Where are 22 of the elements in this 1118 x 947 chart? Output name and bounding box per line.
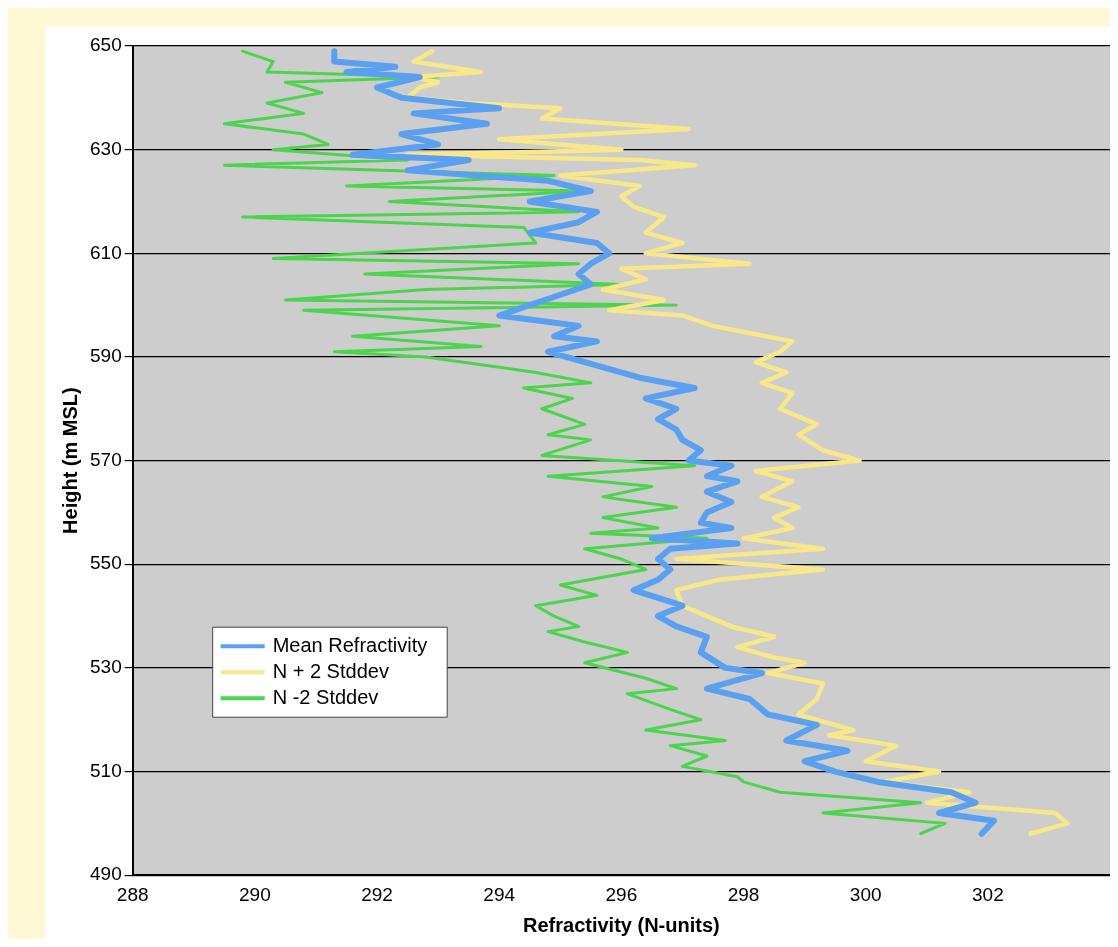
legend-label: N -2 Stddev [272, 685, 379, 708]
y-tick-label: 510 [90, 759, 122, 781]
y-tick-label: 490 [90, 863, 122, 885]
y-tick-label: 590 [90, 345, 122, 367]
y-tick-label: 570 [90, 448, 122, 470]
x-tick-label: 302 [971, 883, 1004, 905]
y-tick-label: 650 [90, 34, 122, 56]
x-tick-label: 294 [483, 883, 516, 905]
x-tick-label: 298 [727, 883, 760, 905]
legend-label: N + 2 Stddev [272, 659, 389, 682]
x-axis-title: Refractivity (N-units) [523, 913, 720, 936]
y-tick-label: 530 [90, 656, 122, 678]
x-tick-label: 292 [361, 883, 393, 905]
y-axis-title: Height (m MSL) [58, 387, 81, 534]
x-tick-label: 300 [849, 883, 882, 905]
y-tick-label: 550 [90, 552, 122, 574]
x-tick-label: 288 [116, 883, 149, 905]
y-tick-label: 610 [90, 241, 122, 263]
legend-label: Mean Refractivity [272, 633, 428, 656]
x-tick-label: 296 [605, 883, 638, 905]
y-tick-label: 630 [90, 137, 122, 159]
x-tick-label: 290 [239, 883, 271, 905]
